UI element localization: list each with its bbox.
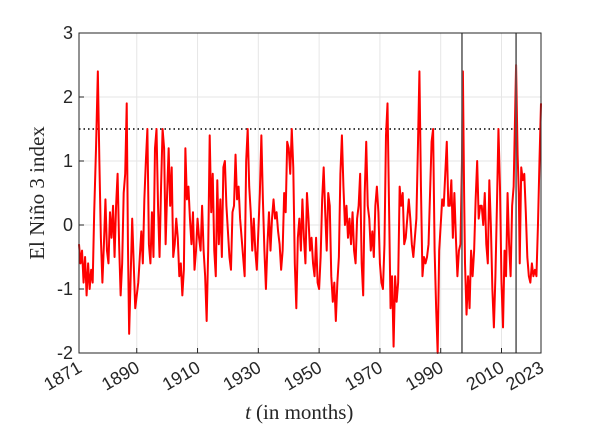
x-axis-label-variable: t — [245, 400, 252, 424]
y-axis-label: El Niño 3 index — [25, 126, 49, 260]
y-tick-label: 3 — [63, 23, 73, 43]
y-tick-label: 1 — [63, 151, 73, 171]
y-tick-label: 2 — [63, 87, 73, 107]
data-line — [78, 64, 542, 354]
y-tick-label: 0 — [63, 215, 73, 235]
y-tick-label: -2 — [57, 343, 73, 363]
axes-box — [78, 32, 542, 354]
y-tick-label: -1 — [57, 279, 73, 299]
x-axis-label: (in months) — [256, 400, 353, 424]
